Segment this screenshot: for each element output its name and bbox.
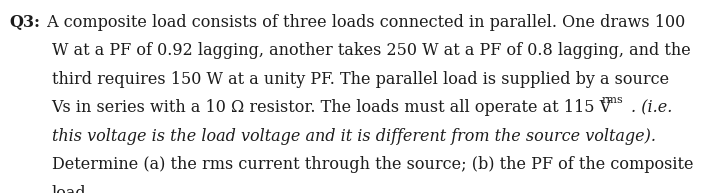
Text: Q3:: Q3: [9,14,40,30]
Text: Vs in series with a 10 Ω resistor. The loads must all operate at 115 V: Vs in series with a 10 Ω resistor. The l… [52,99,612,116]
Text: . (i.e.: . (i.e. [631,99,673,116]
Text: A composite load consists of three loads connected in parallel. One draws 100: A composite load consists of three loads… [42,14,685,30]
Text: W at a PF of 0.92 lagging, another takes 250 W at a PF of 0.8 lagging, and the: W at a PF of 0.92 lagging, another takes… [52,42,690,59]
Text: Determine (a) the rms current through the source; (b) the PF of the composite: Determine (a) the rms current through th… [52,156,693,173]
Text: this voltage is the load voltage and it is different from the source voltage).: this voltage is the load voltage and it … [52,128,655,145]
Text: load.: load. [52,185,91,193]
Text: third requires 150 W at a unity PF. The parallel load is supplied by a source: third requires 150 W at a unity PF. The … [52,71,669,88]
Text: rms: rms [602,95,624,105]
